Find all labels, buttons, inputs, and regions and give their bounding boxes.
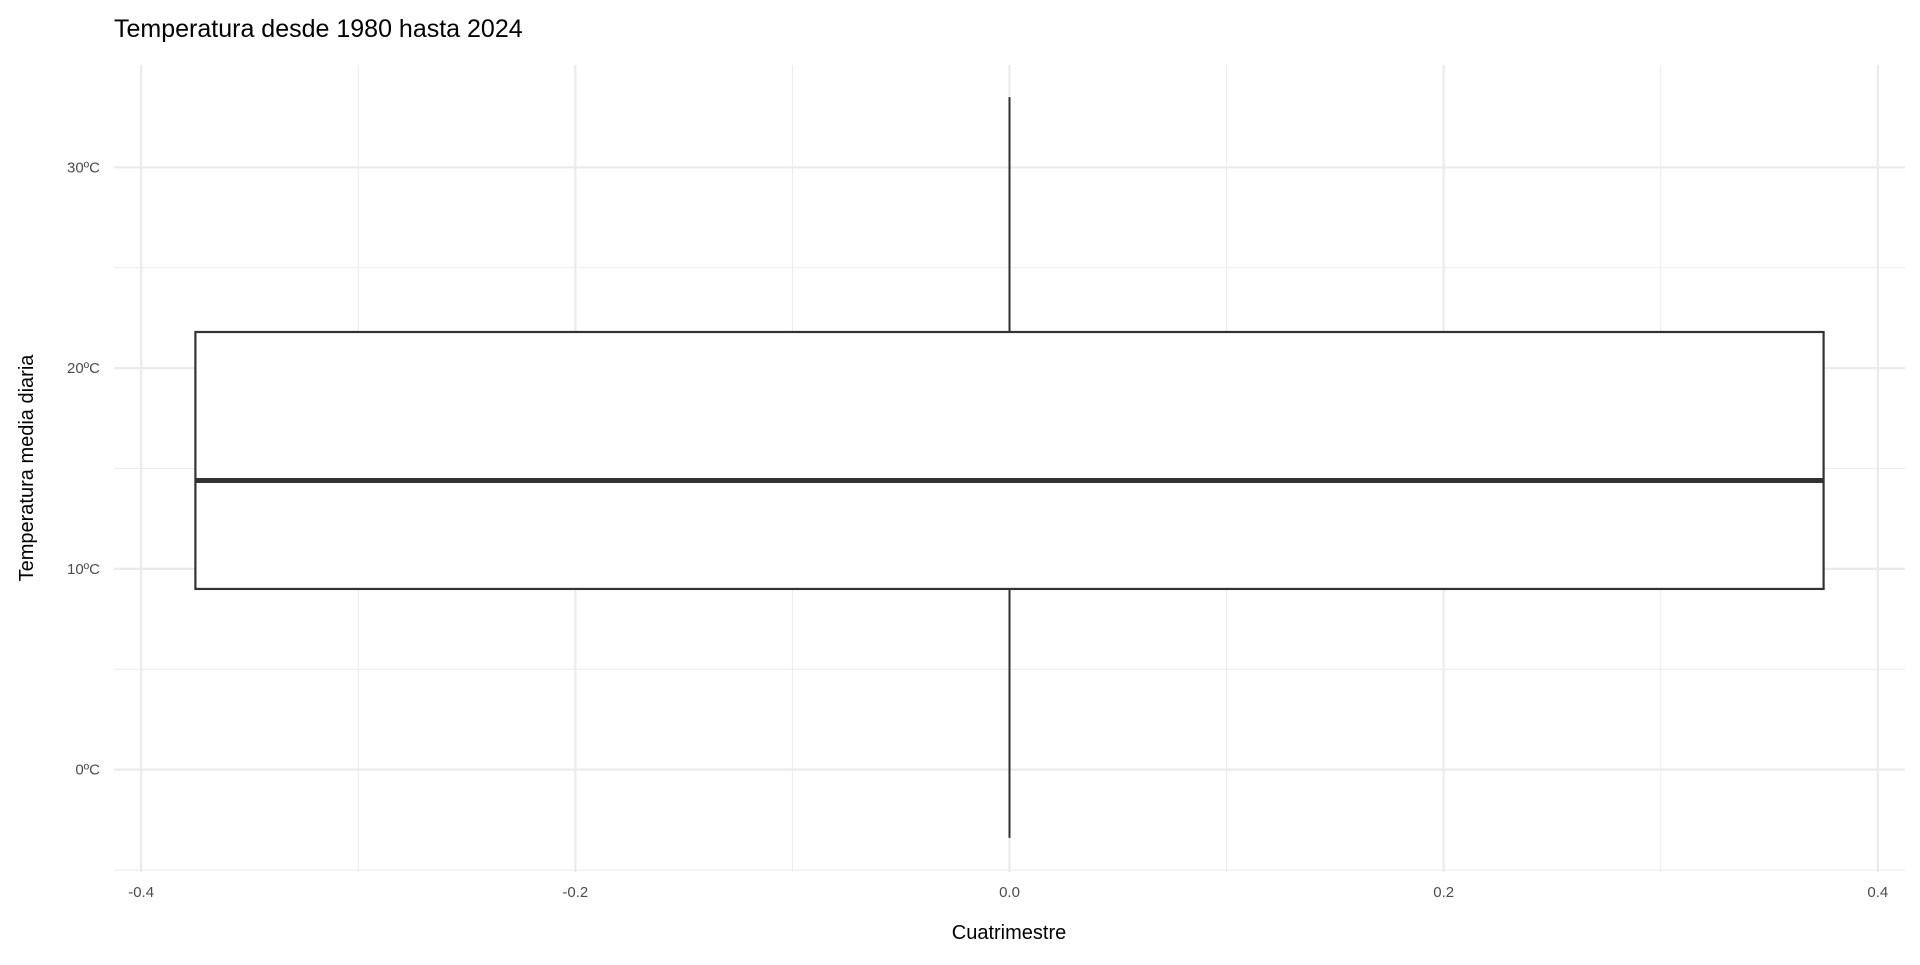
chart-title: Temperatura desde 1980 hasta 2024: [114, 15, 523, 43]
y-tick-label: 30ºC: [67, 159, 100, 176]
y-axis-title: Temperatura media diaria: [16, 354, 38, 582]
tick-labels: -0.4 -0.2 0.0 0.2 0.4 0ºC 10ºC 20ºC 30ºC: [67, 159, 1888, 901]
x-tick-label: -0.2: [562, 884, 588, 901]
x-axis-title: Cuatrimestre: [952, 922, 1066, 944]
x-tick-label: 0.4: [1867, 884, 1888, 901]
x-tick-label: -0.4: [128, 884, 154, 901]
x-tick-label: 0.0: [999, 884, 1020, 901]
x-tick-label: 0.2: [1433, 884, 1454, 901]
box-marks: [194, 97, 1825, 838]
y-tick-label: 0ºC: [75, 762, 100, 779]
y-tick-label: 10ºC: [67, 561, 100, 578]
y-tick-label: 20ºC: [67, 360, 100, 377]
iqr-box: [194, 330, 1825, 591]
